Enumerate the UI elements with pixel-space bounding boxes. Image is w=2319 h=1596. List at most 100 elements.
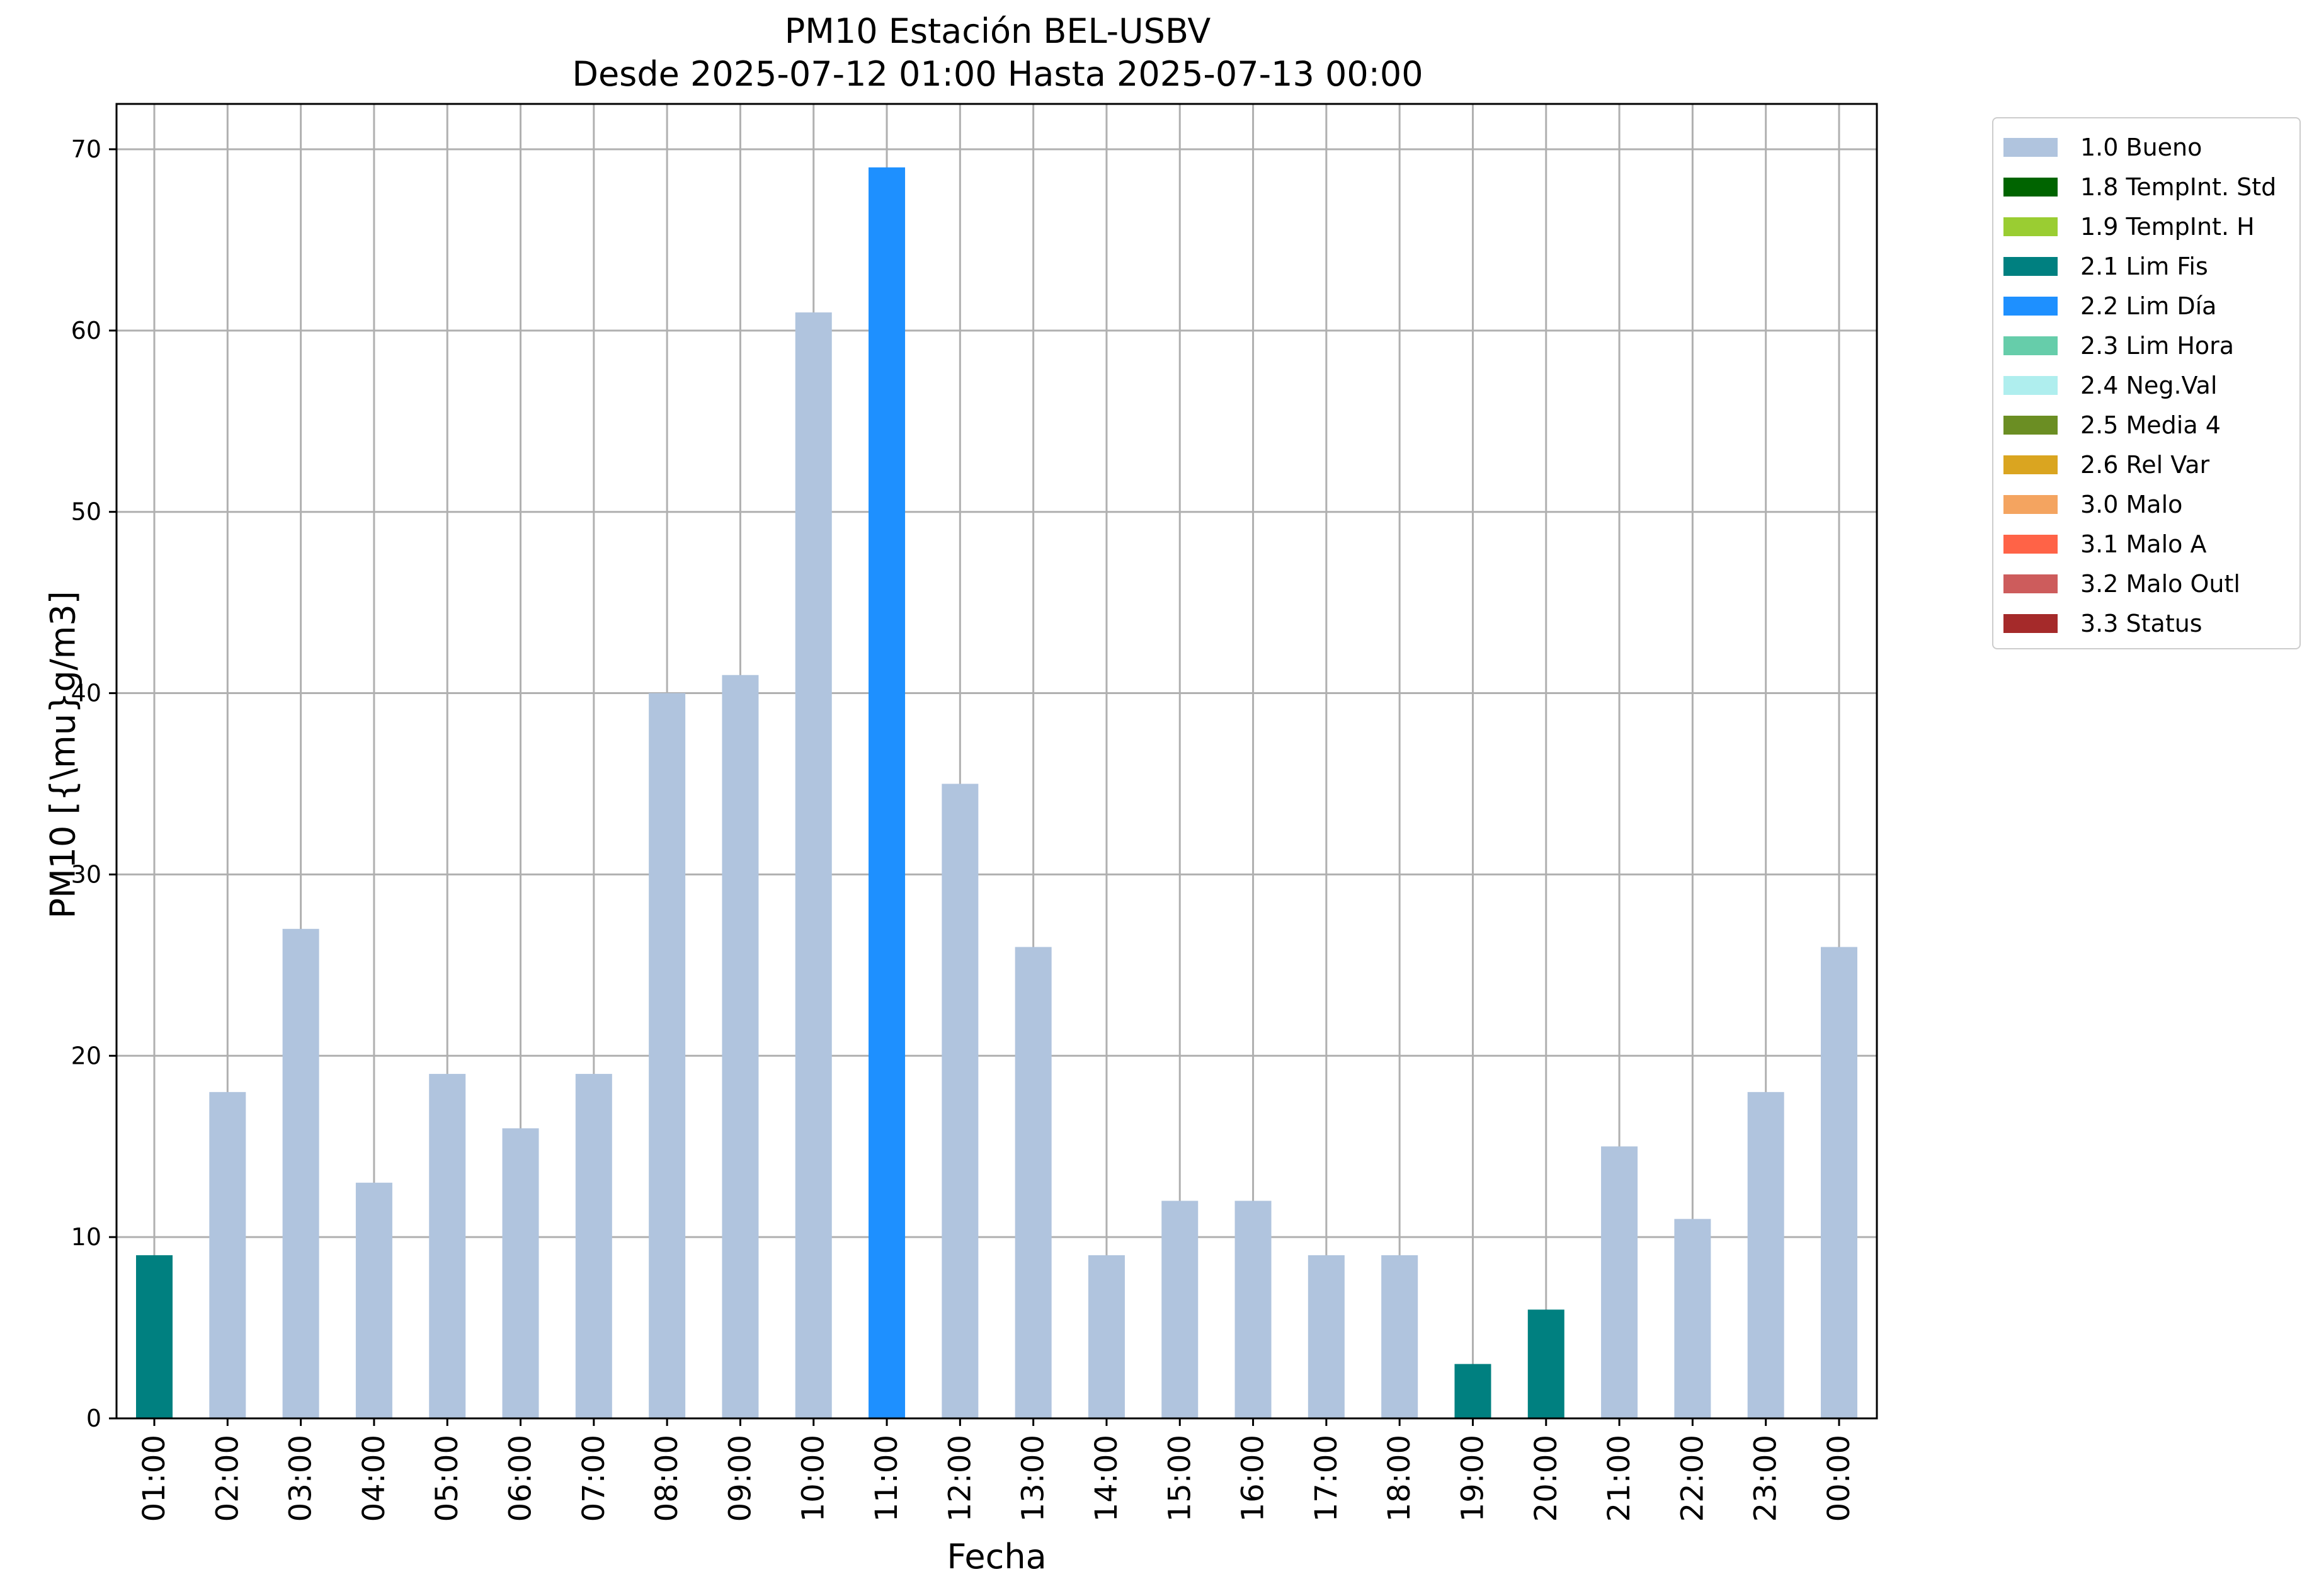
legend-label: 2.3 Lim Hora: [2080, 331, 2235, 360]
legend-label: 3.3 Status: [2080, 609, 2202, 637]
bar: [1674, 1219, 1711, 1418]
legend-item: 3.1 Malo A: [1993, 524, 2299, 564]
plot-frame: [115, 103, 1878, 1420]
x-tick-label: 07:00: [576, 1435, 612, 1522]
legend-item: 1.0 Bueno: [1993, 127, 2299, 167]
bar: [136, 1255, 173, 1418]
bar: [1381, 1255, 1418, 1418]
legend-swatch: [2003, 613, 2058, 633]
bar: [282, 928, 319, 1418]
y-tick-label: 30: [71, 860, 101, 888]
legend-label: 2.2 Lim Día: [2080, 292, 2217, 320]
legend-item: 2.5 Media 4: [1993, 405, 2299, 445]
bar: [795, 312, 832, 1418]
bar: [649, 693, 686, 1418]
y-tick-label: 50: [71, 498, 101, 526]
legend-item: 2.2 Lim Día: [1993, 286, 2299, 326]
bar: [722, 675, 759, 1418]
x-tick-label: 04:00: [356, 1435, 392, 1522]
legend: 1.0 Bueno 1.8 TempInt. Std 1.9 TempInt. H 2…: [1992, 117, 2301, 649]
legend-swatch: [2003, 336, 2058, 355]
bar: [869, 167, 906, 1418]
legend-item: 3.3 Status: [1993, 603, 2299, 643]
x-axis-label: Fecha: [947, 1537, 1047, 1576]
legend-item: 2.4 Neg.Val: [1993, 365, 2299, 405]
legend-label: 2.1 Lim Fis: [2080, 252, 2208, 280]
y-axis-label: PM10 [{\mu}g/m3]: [43, 590, 83, 918]
bar: [1821, 947, 1857, 1418]
x-tick-label: 12:00: [942, 1435, 977, 1522]
legend-item: 2.6 Rel Var: [1993, 445, 2299, 484]
legend-item: 2.3 Lim Hora: [1993, 326, 2299, 365]
x-tick-label: 09:00: [722, 1435, 758, 1522]
legend-item: 3.2 Malo Outl: [1993, 564, 2299, 603]
legend-swatch: [2003, 256, 2058, 276]
bar: [429, 1074, 466, 1418]
x-tick-label: 21:00: [1602, 1435, 1637, 1522]
bar: [209, 1092, 246, 1418]
chart-subtitle: Desde 2025-07-12 01:00 Hasta 2025-07-13 …: [572, 54, 1423, 94]
bar: [942, 784, 979, 1418]
bar: [1015, 947, 1052, 1418]
legend-swatch: [2003, 296, 2058, 316]
bar: [1747, 1092, 1784, 1418]
legend-swatch: [2003, 494, 2058, 514]
bar: [1308, 1255, 1345, 1418]
x-tick-label: 03:00: [283, 1435, 319, 1522]
x-tick-label: 19:00: [1455, 1435, 1490, 1522]
x-tick-label: 01:00: [137, 1435, 172, 1522]
x-axis-ticks: 01:00 02:00 03:00 04:00 05:00 06:00 07:00 08:00…: [137, 1418, 1857, 1522]
legend-swatch: [2003, 375, 2058, 395]
legend-swatch: [2003, 137, 2058, 157]
legend-label: 2.5 Media 4: [2080, 411, 2221, 439]
y-tick-label: 40: [71, 680, 101, 707]
legend-swatch: [2003, 217, 2058, 236]
legend-label: 1.0 Bueno: [2080, 133, 2202, 161]
x-tick-label: 17:00: [1309, 1435, 1344, 1522]
x-tick-label: 05:00: [430, 1435, 465, 1522]
x-tick-label: 15:00: [1162, 1435, 1197, 1522]
x-tick-label: 16:00: [1236, 1435, 1271, 1522]
y-tick-label: 10: [71, 1223, 101, 1251]
legend-label: 1.9 TempInt. H: [2080, 212, 2255, 241]
bar: [1088, 1255, 1125, 1418]
x-tick-label: 10:00: [796, 1435, 831, 1522]
x-tick-label: 11:00: [869, 1435, 904, 1522]
legend-label: 3.2 Malo Outl: [2080, 569, 2240, 598]
bar: [355, 1182, 392, 1418]
x-tick-label: 18:00: [1382, 1435, 1417, 1522]
legend-label: 2.4 Neg.Val: [2080, 371, 2218, 399]
bar: [502, 1128, 539, 1418]
legend-swatch: [2003, 455, 2058, 474]
legend-item: 1.8 TempInt. Std: [1993, 167, 2299, 207]
x-tick-label: 00:00: [1821, 1435, 1857, 1522]
legend-label: 1.8 TempInt. Std: [2080, 173, 2277, 201]
legend-label: 3.0 Malo: [2080, 490, 2183, 518]
y-tick-label: 20: [71, 1042, 101, 1069]
legend-item: 1.9 TempInt. H: [1993, 207, 2299, 246]
bar: [1161, 1200, 1199, 1418]
legend-item: 3.0 Malo: [1993, 484, 2299, 524]
bar: [1454, 1364, 1491, 1418]
bar: [1527, 1309, 1564, 1418]
legend-swatch: [2003, 534, 2058, 554]
legend-swatch: [2003, 574, 2058, 593]
x-tick-label: 23:00: [1748, 1435, 1784, 1522]
x-tick-label: 22:00: [1675, 1435, 1710, 1522]
legend-item: 2.1 Lim Fis: [1993, 246, 2299, 286]
bar: [1601, 1146, 1638, 1418]
legend-swatch: [2003, 177, 2058, 197]
x-tick-label: 13:00: [1016, 1435, 1051, 1522]
bar: [575, 1074, 612, 1418]
x-tick-label: 06:00: [503, 1435, 538, 1522]
bar: [1234, 1200, 1272, 1418]
legend-label: 3.1 Malo A: [2080, 530, 2207, 558]
legend-label: 2.6 Rel Var: [2080, 450, 2210, 479]
x-tick-label: 14:00: [1089, 1435, 1124, 1522]
y-tick-label: 70: [71, 135, 101, 163]
legend-swatch: [2003, 415, 2058, 435]
x-tick-label: 02:00: [210, 1435, 245, 1522]
x-tick-label: 08:00: [649, 1435, 685, 1522]
y-tick-label: 60: [71, 317, 101, 345]
